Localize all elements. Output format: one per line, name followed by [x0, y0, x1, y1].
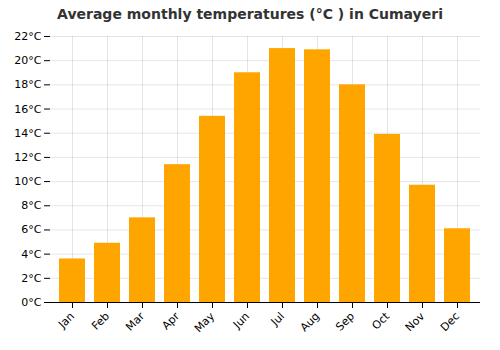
- svg-text:6°C: 6°C: [21, 223, 41, 236]
- svg-text:Dec: Dec: [438, 310, 462, 334]
- svg-text:20°C: 20°C: [14, 54, 41, 67]
- svg-text:4°C: 4°C: [21, 248, 41, 261]
- svg-text:18°C: 18°C: [14, 78, 41, 91]
- svg-text:Apr: Apr: [159, 309, 182, 332]
- svg-text:Jul: Jul: [268, 310, 287, 329]
- svg-text:Aug: Aug: [298, 310, 322, 334]
- svg-text:Mar: Mar: [123, 309, 147, 333]
- svg-text:Feb: Feb: [89, 310, 112, 333]
- svg-text:Sep: Sep: [333, 310, 357, 334]
- svg-text:Oct: Oct: [369, 309, 392, 332]
- svg-text:2°C: 2°C: [21, 272, 41, 285]
- html-text:Average monthly temperatures (: Average monthly temperatures (°C ) in Cu…: [57, 6, 443, 22]
- svg-text:8°C: 8°C: [21, 199, 41, 212]
- svg-text:16°C: 16°C: [14, 103, 41, 116]
- svg-text:14°C: 14°C: [14, 127, 41, 140]
- svg-text:12°C: 12°C: [14, 151, 41, 164]
- svg-text:0°C: 0°C: [21, 296, 41, 309]
- svg-text:22°C: 22°C: [14, 30, 41, 43]
- svg-text:Nov: Nov: [403, 309, 428, 334]
- svg-text:Jun: Jun: [230, 310, 252, 332]
- svg-text:10°C: 10°C: [14, 175, 41, 188]
- svg-text:Jan: Jan: [55, 310, 77, 332]
- svg-text:May: May: [192, 309, 218, 335]
